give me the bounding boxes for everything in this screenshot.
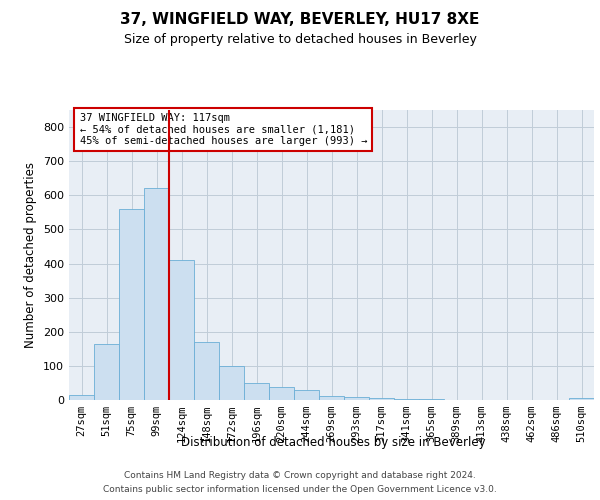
Bar	[219, 366, 244, 400]
Bar	[169, 260, 194, 400]
Text: 37 WINGFIELD WAY: 117sqm
← 54% of detached houses are smaller (1,181)
45% of sem: 37 WINGFIELD WAY: 117sqm ← 54% of detach…	[79, 113, 367, 146]
Bar	[294, 390, 319, 400]
Bar	[244, 383, 269, 400]
Bar	[144, 188, 169, 400]
Text: Size of property relative to detached houses in Beverley: Size of property relative to detached ho…	[124, 32, 476, 46]
Bar	[344, 396, 369, 400]
Text: Contains HM Land Registry data © Crown copyright and database right 2024.: Contains HM Land Registry data © Crown c…	[124, 472, 476, 480]
Bar	[319, 396, 344, 400]
Bar	[369, 398, 394, 400]
Bar	[569, 398, 594, 400]
Text: Contains public sector information licensed under the Open Government Licence v3: Contains public sector information licen…	[103, 484, 497, 494]
Text: 37, WINGFIELD WAY, BEVERLEY, HU17 8XE: 37, WINGFIELD WAY, BEVERLEY, HU17 8XE	[121, 12, 479, 28]
Bar	[69, 395, 94, 400]
Y-axis label: Number of detached properties: Number of detached properties	[25, 162, 37, 348]
Bar	[394, 398, 419, 400]
Text: Distribution of detached houses by size in Beverley: Distribution of detached houses by size …	[181, 436, 485, 449]
Bar	[94, 344, 119, 400]
Bar	[194, 342, 219, 400]
Bar	[119, 209, 144, 400]
Bar	[269, 387, 294, 400]
